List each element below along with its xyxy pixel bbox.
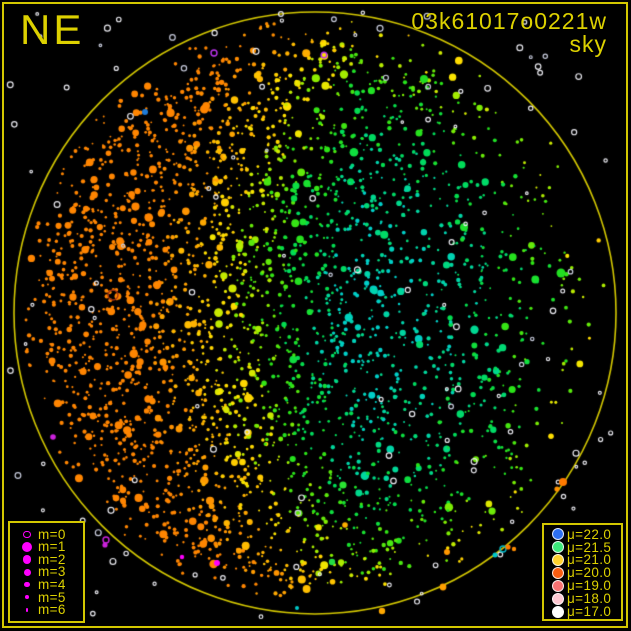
brightness-marker — [552, 580, 564, 592]
magnitude-label: m=0 — [38, 526, 66, 542]
brightness-legend-row: μ=21.5 — [549, 541, 621, 554]
magnitude-label: m=5 — [38, 589, 66, 605]
brightness-marker — [552, 554, 564, 567]
magnitude-marker — [25, 595, 29, 600]
magnitude-marker — [22, 541, 32, 552]
brightness-legend-row: μ=22.0 — [549, 528, 621, 541]
magnitude-legend-row: m=4 — [16, 578, 83, 591]
brightness-marker — [552, 567, 564, 580]
brightness-legend-row: μ=21.0 — [549, 552, 621, 568]
surface-brightness-legend: μ=22.0 μ=21.5 μ=21.0 μ=20.0 μ=19.0 μ=18.0 μ=17… — [542, 523, 623, 621]
magnitude-symbol-icon — [16, 582, 38, 588]
magnitude-marker — [23, 568, 31, 576]
magnitude-legend-row: m=6 — [16, 602, 83, 618]
brightness-legend-row: μ=17.0 — [549, 605, 621, 618]
brightness-symbol-icon — [549, 580, 567, 592]
brightness-symbol-icon — [549, 554, 567, 567]
magnitude-label: m=3 — [38, 564, 66, 580]
magnitude-marker — [26, 607, 28, 612]
brightness-symbol-icon — [549, 605, 567, 618]
magnitude-legend-row: m=0 — [16, 528, 83, 541]
magnitude-label: m=2 — [38, 551, 66, 567]
brightness-label: μ=21.5 — [567, 539, 612, 555]
magnitude-symbol-icon — [16, 530, 38, 538]
brightness-symbol-icon — [549, 541, 567, 554]
brightness-legend-row: μ=20.0 — [549, 565, 621, 581]
magnitude-legend-row: m=1 — [16, 539, 83, 555]
magnitude-legend-row: m=3 — [16, 564, 83, 580]
magnitude-legend: m=0 m=1 m=2 m=3 m=4 m=5 m=6 — [8, 521, 85, 623]
brightness-symbol-icon — [549, 592, 567, 605]
magnitude-label: m=6 — [38, 602, 66, 618]
brightness-marker — [552, 541, 564, 554]
brightness-label: μ=21.0 — [567, 552, 612, 568]
plate-title: 03k61017o0221w — [411, 8, 607, 34]
magnitude-marker — [22, 555, 32, 564]
brightness-marker — [552, 528, 564, 541]
brightness-symbol-icon — [549, 567, 567, 580]
plot-type-label: sky — [569, 31, 607, 57]
brightness-legend-row: μ=18.0 — [549, 592, 621, 605]
magnitude-legend-row: m=5 — [16, 591, 83, 604]
brightness-label: μ=18.0 — [567, 591, 612, 607]
brightness-label: μ=20.0 — [567, 565, 612, 581]
brightness-label: μ=17.0 — [567, 604, 612, 620]
magnitude-symbol-icon — [16, 555, 38, 564]
magnitude-marker — [24, 582, 30, 588]
quadrant-label: NE — [20, 6, 85, 53]
brightness-marker — [552, 592, 564, 605]
magnitude-symbol-icon — [16, 607, 38, 612]
magnitude-legend-row: m=2 — [16, 553, 83, 566]
magnitude-symbol-icon — [16, 568, 38, 576]
magnitude-marker — [23, 530, 31, 538]
brightness-label: μ=19.0 — [567, 578, 612, 594]
magnitude-label: m=1 — [38, 539, 66, 555]
brightness-symbol-icon — [549, 528, 567, 541]
magnitude-symbol-icon — [16, 541, 38, 552]
magnitude-symbol-icon — [16, 595, 38, 600]
brightness-label: μ=22.0 — [567, 526, 612, 542]
brightness-marker — [552, 605, 564, 618]
magnitude-label: m=4 — [38, 576, 66, 592]
brightness-legend-row: μ=19.0 — [549, 578, 621, 594]
